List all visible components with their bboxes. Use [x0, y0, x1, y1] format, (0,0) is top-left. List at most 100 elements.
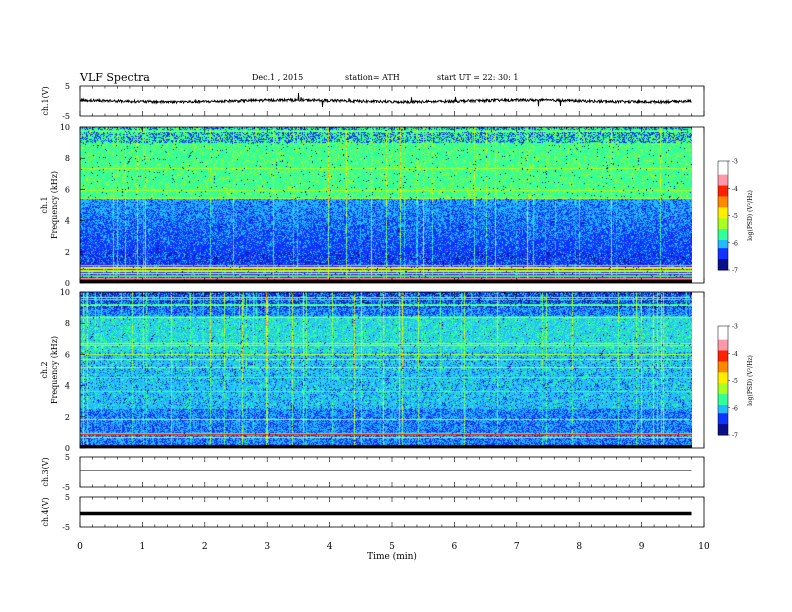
- ch1-spectrogram-colorbar-cell: [718, 261, 728, 266]
- ch1-spectrogram-colorbar-cell: [718, 163, 728, 167]
- time-tick-label: 7: [514, 542, 520, 552]
- ch2-spectrogram-colorbar-cell: [718, 405, 728, 409]
- ch2-spectrogram-ylabel: ch.2: [40, 361, 49, 378]
- ch2-spectrogram-colorbar-cell: [718, 385, 728, 390]
- time-tick-label: 0: [77, 542, 83, 552]
- ch1-spectrogram-colorbar-cell: [718, 169, 728, 173]
- ch1-ytick: -5: [62, 112, 70, 121]
- ch2-spectrogram-colorbar-cell: [718, 429, 728, 433]
- ch2-spectrogram-ylabel2: Frequency (kHz): [50, 336, 59, 404]
- ch3-ylabel: ch.3(V): [41, 457, 50, 486]
- ch2-spectrogram-colorbar-cell: [718, 426, 728, 431]
- ch2-spectrogram-colorbar-cell: [718, 418, 728, 422]
- ch1-spectrogram-colorbar-cell: [718, 234, 728, 238]
- time-tick-label: 4: [327, 542, 333, 552]
- ch1-spectrogram-ytick-label: 2: [65, 248, 70, 257]
- ch1-spectrogram-colorbar-cell: [718, 188, 728, 192]
- ch1-spectrogram-pixels: [80, 127, 692, 283]
- header-date: Dec.1 , 2015: [252, 73, 304, 82]
- ch1-spectrogram-colorbar-tick-label: -6: [732, 240, 738, 247]
- ch2-spectrogram-colorbar-cell: [718, 399, 728, 403]
- ch1-spectrogram-colorbar-cell: [718, 223, 728, 227]
- ch2-spectrogram-ytick-label: 4: [65, 382, 70, 391]
- ch1-spectrogram-colorbar-cell: [718, 245, 728, 249]
- ch2-spectrogram-colorbar-cell: [718, 345, 728, 349]
- ch2-spectrogram-colorbar-cell: [718, 375, 728, 379]
- ch2-spectrogram-colorbar-cell: [718, 402, 728, 406]
- ch1-spectrogram-colorbar-cell: [718, 161, 728, 165]
- ch1-spectrogram-colorbar-cell: [718, 182, 728, 187]
- ch2-spectrogram-colorbar-cell: [718, 396, 728, 401]
- ch2-spectrogram-colorbar-tick-label: -7: [732, 433, 738, 440]
- ch1-spectrogram-colorbar-cell: [718, 185, 728, 189]
- ch3-ytick: -5: [62, 483, 70, 492]
- time-tick-label: 9: [639, 542, 645, 552]
- ch1-spectrogram-colorbar-cell: [718, 204, 728, 208]
- ch2-spectrogram-ytick-label: 8: [65, 319, 70, 328]
- ch1-spectrogram-ylabel2: Frequency (kHz): [50, 171, 59, 239]
- ch2-spectrogram-colorbar-cell: [718, 353, 728, 357]
- ch1-spectrogram-colorbar-tick-label: -5: [732, 213, 738, 220]
- ch2-spectrogram-colorbar-tick-label: -4: [732, 351, 738, 358]
- ch2-spectrogram-colorbar-cell: [718, 339, 728, 343]
- ch1-spectrogram-colorbar-cell: [718, 250, 728, 255]
- ch2-spectrogram-colorbar-cell: [718, 334, 728, 338]
- ch1-spectrogram-colorbar-tick-label: -7: [732, 268, 738, 275]
- ch2-spectrogram-colorbar-cell: [718, 358, 728, 362]
- ch2-spectrogram-ytick-label: 6: [65, 350, 70, 359]
- ch1-spectrogram-colorbar-cell: [718, 207, 728, 211]
- ch4-ytick: 5: [65, 493, 70, 502]
- ch1-ytick: 5: [65, 82, 70, 91]
- ch1-spectrogram-colorbar-cell: [718, 171, 728, 176]
- ch2-spectrogram-colorbar-tick-label: -3: [732, 324, 738, 331]
- ch1-spectrogram-colorbar-cell: [718, 177, 728, 181]
- ch1-spectrogram-colorbar-cell: [718, 199, 728, 203]
- ch2-spectrogram-colorbar-cell: [718, 388, 728, 392]
- ch1-spectrogram-ytick-label: 4: [65, 217, 70, 226]
- ch1-waveform-trace: [79, 93, 692, 107]
- header-start-time: start UT = 22: 30: 1: [437, 73, 519, 82]
- ch2-spectrogram-colorbar-cell: [718, 383, 728, 387]
- ch2-spectrogram-colorbar-cell: [718, 361, 728, 365]
- ch1-spectrogram-colorbar-cell: [718, 264, 728, 268]
- ch1-spectrogram-colorbar-cell: [718, 180, 728, 184]
- ch1-spectrogram-colorbar-cell: [718, 242, 728, 246]
- ch2-spectrogram-colorbar-cell: [718, 372, 728, 376]
- ch1-spectrogram-colorbar-cell: [718, 201, 728, 206]
- ch1-spectrogram-colorbar-cell: [718, 267, 728, 271]
- time-tick-label: 6: [452, 542, 458, 552]
- ch1-spectrogram-colorbar-cell: [718, 253, 728, 257]
- time-tick-label: 5: [389, 542, 395, 552]
- ch2-spectrogram-colorbar-cell: [718, 366, 728, 371]
- ch4-ytick: -5: [62, 523, 70, 532]
- time-tick-label: 8: [576, 542, 582, 552]
- ch2-spectrogram-colorbar-cell: [718, 407, 728, 411]
- ch2-spectrogram-colorbar-cell: [718, 413, 728, 417]
- time-axis-label: Time (min): [367, 551, 417, 562]
- figure-title: VLF Spectra: [80, 71, 150, 84]
- ch2-spectrogram-ytick-label: 0: [65, 444, 70, 453]
- ch1-spectrogram-colorbar-cell: [718, 215, 728, 219]
- header-station: station= ATH: [345, 73, 400, 82]
- ch2-spectrogram-colorbar-cell: [718, 410, 728, 414]
- ch2-spectrogram-colorbar-cell: [718, 380, 728, 384]
- ch2-spectrogram-colorbar-cell: [718, 394, 728, 398]
- ch2-spectrogram-colorbar-cell: [718, 415, 728, 420]
- ch1-spectrogram-colorbar-cell: [718, 231, 728, 236]
- ch1-spectrogram-colorbar-label: log(PSD) (V²/Hz): [747, 190, 754, 241]
- ch2-spectrogram-colorbar-cell: [718, 326, 728, 330]
- ch2-spectrogram-colorbar-cell: [718, 369, 728, 373]
- ch1-spectrogram-ytick-label: 6: [65, 185, 70, 194]
- ch2-spectrogram-colorbar-cell: [718, 350, 728, 354]
- time-tick-label: 10: [698, 542, 710, 552]
- ch1-spectrogram-colorbar-cell: [718, 240, 728, 244]
- ch2-spectrogram-pixels: [80, 292, 692, 448]
- ch2-spectrogram-colorbar-cell: [718, 342, 728, 346]
- ch1-spectrogram-ytick-label: 10: [60, 123, 70, 132]
- ch2-spectrogram-colorbar-cell: [718, 391, 728, 395]
- ch1-spectrogram-colorbar-cell: [718, 196, 728, 200]
- ch1-ylabel: ch.1(V): [41, 86, 50, 115]
- time-tick-label: 2: [202, 542, 208, 552]
- ch2-spectrogram-colorbar-cell: [718, 328, 728, 332]
